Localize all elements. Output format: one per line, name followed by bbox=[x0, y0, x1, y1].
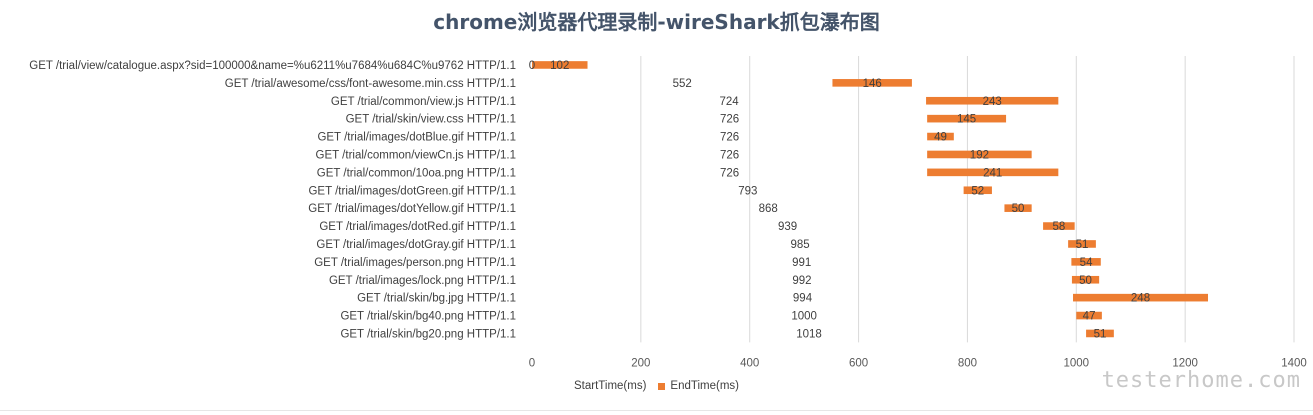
bar-end-time bbox=[1004, 204, 1032, 212]
data-label-start: 991 bbox=[792, 257, 811, 269]
data-label-end: 49 bbox=[934, 132, 947, 144]
bar-end-time bbox=[927, 132, 954, 141]
category-label: GET /trial/awesome/css/font-awesome.min.… bbox=[225, 78, 516, 90]
chart-title: chrome浏览器代理录制-wireShark抓包瀑布图 bbox=[433, 10, 880, 34]
bottom-divider bbox=[0, 410, 1313, 411]
legend-item-end: EndTime(ms) bbox=[658, 380, 739, 392]
bar-end-time bbox=[1068, 240, 1096, 248]
data-label-end: 52 bbox=[971, 185, 984, 197]
x-tick-label-200: 200 bbox=[631, 357, 650, 369]
legend-item-start: StartTime(ms) bbox=[574, 380, 646, 392]
category-label: GET /trial/view/catalogue.aspx?sid=10000… bbox=[29, 60, 516, 72]
data-label-start: 726 bbox=[720, 132, 739, 144]
category-label: GET /trial/images/lock.png HTTP/1.1 bbox=[329, 275, 516, 287]
data-label-end: 241 bbox=[983, 167, 1002, 179]
data-label-start: 552 bbox=[673, 78, 692, 90]
data-label-start: 868 bbox=[759, 203, 778, 215]
data-label-end: 192 bbox=[970, 149, 989, 161]
bar-end-time bbox=[963, 186, 992, 195]
x-tick-label-600: 600 bbox=[849, 357, 868, 369]
x-tick-label-800: 800 bbox=[958, 357, 977, 369]
category-label: GET /trial/images/dotRed.gif HTTP/1.1 bbox=[319, 221, 516, 233]
bar-end-time bbox=[927, 114, 1007, 123]
bars: 0 102 552 146 724 243 726 145 726 49 726 192 726 241 7… bbox=[529, 60, 1209, 340]
data-label-start: 726 bbox=[720, 167, 739, 179]
bar-end-time bbox=[1071, 258, 1101, 266]
data-label-end: 102 bbox=[550, 60, 569, 72]
category-label: GET /trial/skin/bg.jpg HTTP/1.1 bbox=[357, 293, 516, 305]
data-label-end: 54 bbox=[1080, 257, 1093, 269]
x-tick-label-400: 400 bbox=[740, 357, 759, 369]
data-label-end: 51 bbox=[1076, 239, 1089, 251]
bar-end-time bbox=[1043, 222, 1075, 230]
data-label-end: 145 bbox=[957, 114, 976, 126]
data-label-start: 939 bbox=[778, 221, 797, 233]
category-label: GET /trial/images/dotGray.gif HTTP/1.1 bbox=[316, 239, 516, 251]
x-tick-label-0: 0 bbox=[529, 357, 535, 369]
category-labels: GET /trial/view/catalogue.aspx?sid=10000… bbox=[29, 60, 516, 341]
watermark: testerhome.com bbox=[1101, 368, 1301, 393]
category-label: GET /trial/images/dotBlue.gif HTTP/1.1 bbox=[317, 132, 516, 144]
data-label-start: 726 bbox=[720, 149, 739, 161]
data-label-end: 47 bbox=[1083, 311, 1096, 323]
bar-end-time bbox=[832, 79, 912, 87]
data-label-start: 0 bbox=[529, 60, 535, 72]
category-label: GET /trial/common/10oa.png HTTP/1.1 bbox=[317, 167, 516, 179]
x-axis-ticks: 0 200 400 600 800 1000 1200 1400 bbox=[529, 357, 1307, 369]
bar-end-time bbox=[532, 61, 588, 69]
data-label-start: 994 bbox=[793, 293, 813, 305]
legend-swatch-end bbox=[658, 382, 666, 390]
data-label-start: 992 bbox=[792, 275, 811, 287]
bar-end-time bbox=[927, 150, 1032, 159]
category-label: GET /trial/images/dotYellow.gif HTTP/1.1 bbox=[308, 203, 516, 215]
bar-end-time bbox=[926, 96, 1059, 105]
data-label-start: 724 bbox=[719, 96, 739, 108]
category-label: GET /trial/common/viewCn.js HTTP/1.1 bbox=[316, 149, 516, 161]
category-label: GET /trial/skin/bg40.png HTTP/1.1 bbox=[340, 311, 516, 323]
bar-end-time bbox=[1071, 275, 1100, 284]
bar-end-time bbox=[1076, 311, 1102, 320]
category-label: GET /trial/images/person.png HTTP/1.1 bbox=[314, 257, 516, 269]
category-label: GET /trial/images/dotGreen.gif HTTP/1.1 bbox=[308, 185, 516, 197]
category-label: GET /trial/skin/bg20.png HTTP/1.1 bbox=[340, 328, 516, 340]
bar-end-time bbox=[1086, 329, 1114, 338]
legend-label-end: EndTime(ms) bbox=[670, 380, 739, 392]
data-label-end: 248 bbox=[1131, 293, 1150, 305]
data-label-end: 50 bbox=[1079, 275, 1092, 287]
data-label-start: 985 bbox=[790, 239, 809, 251]
legend: StartTime(ms) EndTime(ms) bbox=[0, 380, 1313, 392]
data-label-end: 58 bbox=[1052, 221, 1065, 233]
bar-end-time bbox=[927, 168, 1059, 177]
bar-end-time bbox=[1073, 293, 1209, 302]
data-label-start: 1000 bbox=[791, 311, 817, 323]
data-label-end: 51 bbox=[1094, 328, 1107, 340]
waterfall-chart: GET /trial/view/catalogue.aspx?sid=10000… bbox=[29, 56, 1307, 369]
x-tick-label-1000: 1000 bbox=[1063, 357, 1089, 369]
category-label: GET /trial/skin/view.css HTTP/1.1 bbox=[346, 114, 516, 126]
data-label-start: 726 bbox=[720, 114, 739, 126]
x-tick-label-1200: 1200 bbox=[1172, 357, 1198, 369]
x-tick-label-1400: 1400 bbox=[1281, 357, 1307, 369]
category-label: GET /trial/common/view.js HTTP/1.1 bbox=[331, 96, 516, 108]
data-label-start: 793 bbox=[738, 185, 757, 197]
data-label-end: 243 bbox=[983, 96, 1002, 108]
data-label-end: 146 bbox=[863, 78, 882, 90]
legend-label-start: StartTime(ms) bbox=[574, 380, 647, 392]
data-label-end: 50 bbox=[1012, 203, 1025, 215]
data-label-start: 1018 bbox=[796, 328, 822, 340]
